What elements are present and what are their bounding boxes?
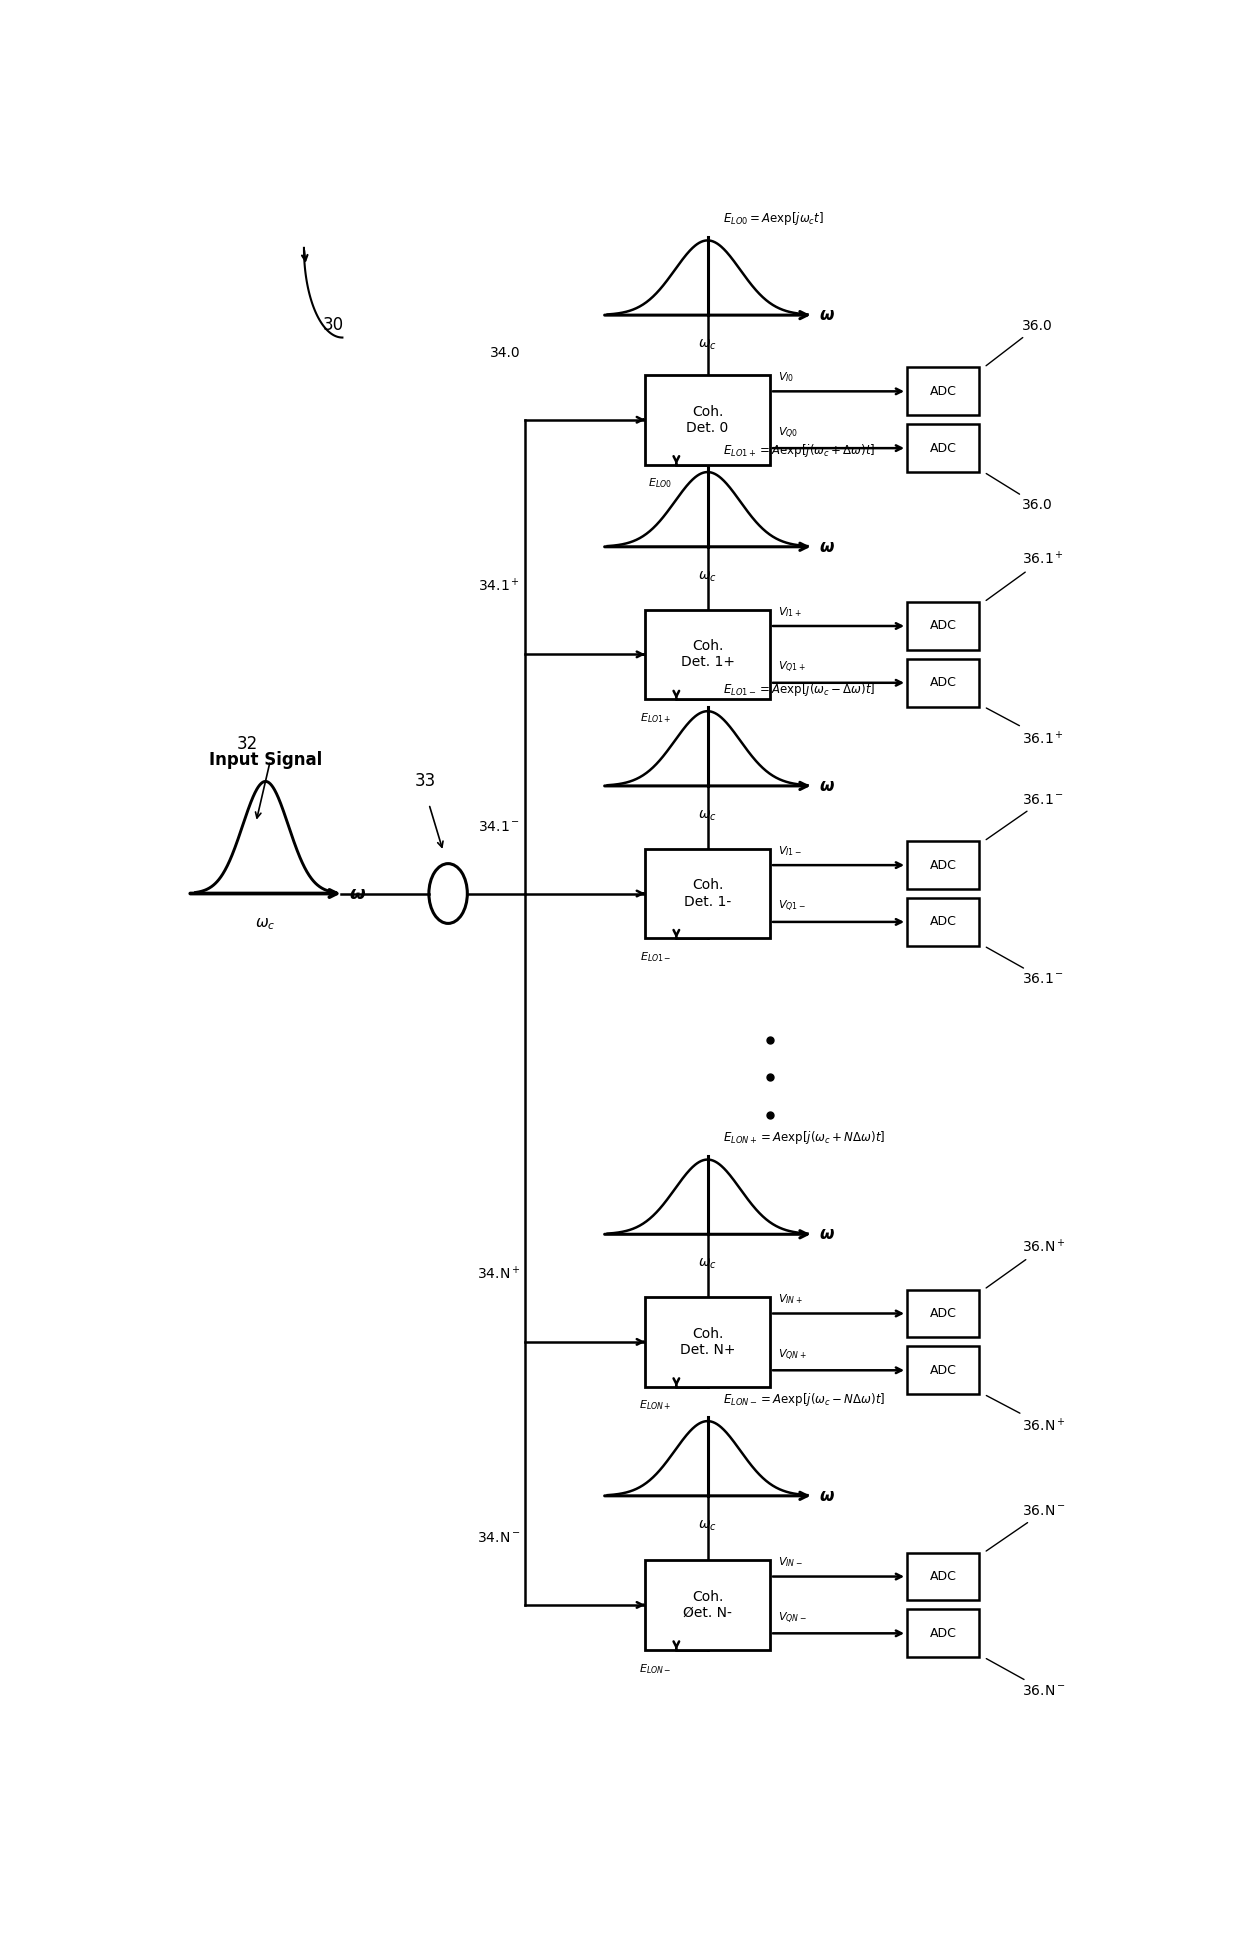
Text: $V_{I0}$: $V_{I0}$ (777, 371, 794, 384)
Text: $\omega_c$: $\omega_c$ (698, 338, 717, 351)
Text: $\omega_c$: $\omega_c$ (698, 1256, 717, 1271)
FancyBboxPatch shape (645, 375, 770, 464)
FancyBboxPatch shape (645, 848, 770, 938)
Text: $\omega_c$: $\omega_c$ (698, 1518, 717, 1533)
FancyBboxPatch shape (645, 1297, 770, 1386)
Text: $\boldsymbol{\omega}$: $\boldsymbol{\omega}$ (820, 1225, 835, 1244)
Text: $V_{Q1-}$: $V_{Q1-}$ (777, 899, 806, 914)
Text: 34.N$^-$: 34.N$^-$ (476, 1531, 521, 1545)
FancyBboxPatch shape (906, 840, 980, 889)
Text: Coh.
Det. 1-: Coh. Det. 1- (684, 879, 732, 908)
Text: $E_{LO1-}=A\exp[j(\omega_c-\Delta\omega)t]$: $E_{LO1-}=A\exp[j(\omega_c-\Delta\omega)… (723, 681, 875, 697)
Text: 36.1$^-$: 36.1$^-$ (986, 947, 1064, 986)
FancyBboxPatch shape (906, 1553, 980, 1601)
Text: 36.1$^+$: 36.1$^+$ (986, 708, 1064, 747)
Text: 30: 30 (324, 316, 345, 334)
Text: 36.1$^-$: 36.1$^-$ (986, 792, 1064, 840)
FancyBboxPatch shape (906, 899, 980, 945)
Text: $E_{LON+}=A\exp[j(\omega_c+N\Delta\omega)t]$: $E_{LON+}=A\exp[j(\omega_c+N\Delta\omega… (723, 1130, 885, 1145)
Text: $E_{LO0}=A\exp[j\omega_c t]$: $E_{LO0}=A\exp[j\omega_c t]$ (723, 210, 823, 227)
Text: 36.0: 36.0 (986, 318, 1053, 365)
Text: $V_{I1-}$: $V_{I1-}$ (777, 844, 802, 858)
Text: 34.0: 34.0 (490, 345, 521, 359)
Text: $V_{IN+}$: $V_{IN+}$ (777, 1293, 802, 1306)
Text: $V_{QN-}$: $V_{QN-}$ (777, 1611, 806, 1627)
Text: 34.N$^+$: 34.N$^+$ (476, 1266, 521, 1283)
Text: $\omega_c$: $\omega_c$ (698, 807, 717, 823)
Text: ADC: ADC (930, 1627, 956, 1640)
Text: ADC: ADC (930, 443, 956, 454)
FancyBboxPatch shape (906, 425, 980, 472)
Text: Coh.
Det. N+: Coh. Det. N+ (680, 1328, 735, 1357)
FancyBboxPatch shape (906, 1609, 980, 1658)
Text: 34.1$^-$: 34.1$^-$ (479, 819, 521, 835)
Text: 33: 33 (414, 773, 435, 790)
Text: $E_{LO1+}=A\exp[j(\omega_c+\Delta\omega)t]$: $E_{LO1+}=A\exp[j(\omega_c+\Delta\omega)… (723, 443, 875, 458)
Text: $V_{QN+}$: $V_{QN+}$ (777, 1347, 806, 1363)
Text: 36.1$^+$: 36.1$^+$ (986, 551, 1064, 600)
Text: $V_{Q1+}$: $V_{Q1+}$ (777, 660, 806, 675)
FancyBboxPatch shape (645, 609, 770, 699)
Text: $\omega_c$: $\omega_c$ (255, 916, 275, 932)
Text: $\boldsymbol{\omega}$: $\boldsymbol{\omega}$ (348, 885, 366, 903)
FancyBboxPatch shape (906, 367, 980, 415)
Text: 34.1$^+$: 34.1$^+$ (479, 576, 521, 594)
Text: ADC: ADC (930, 619, 956, 633)
Text: Coh.
Øet. N-: Coh. Øet. N- (683, 1590, 732, 1621)
Text: $\boldsymbol{\omega}$: $\boldsymbol{\omega}$ (820, 776, 835, 796)
FancyBboxPatch shape (906, 602, 980, 650)
Text: ADC: ADC (930, 858, 956, 872)
Text: $E_{LON-}$: $E_{LON-}$ (639, 1661, 672, 1675)
Text: ADC: ADC (930, 384, 956, 398)
Text: $E_{LO1+}$: $E_{LO1+}$ (640, 710, 672, 726)
Text: $\boldsymbol{\omega}$: $\boldsymbol{\omega}$ (820, 1487, 835, 1504)
Text: 36.0: 36.0 (986, 474, 1053, 512)
Text: $\boldsymbol{\omega}$: $\boldsymbol{\omega}$ (820, 538, 835, 555)
FancyBboxPatch shape (906, 1289, 980, 1337)
Text: ADC: ADC (930, 916, 956, 928)
Text: ADC: ADC (930, 1365, 956, 1376)
Text: $V_{IN-}$: $V_{IN-}$ (777, 1555, 802, 1568)
Text: $E_{LON-}=A\exp[j(\omega_c-N\Delta\omega)t]$: $E_{LON-}=A\exp[j(\omega_c-N\Delta\omega… (723, 1390, 885, 1407)
FancyBboxPatch shape (645, 1561, 770, 1650)
Text: 36.N$^+$: 36.N$^+$ (986, 1238, 1066, 1289)
Text: 36.N$^-$: 36.N$^-$ (986, 1504, 1066, 1551)
Text: Coh.
Det. 1+: Coh. Det. 1+ (681, 639, 734, 670)
Text: $V_{Q0}$: $V_{Q0}$ (777, 425, 797, 441)
Text: $E_{LO0}$: $E_{LO0}$ (647, 477, 672, 491)
Text: ADC: ADC (930, 1570, 956, 1584)
Text: $E_{LON+}$: $E_{LON+}$ (639, 1399, 672, 1413)
Text: ADC: ADC (930, 1306, 956, 1320)
Text: Input Signal: Input Signal (208, 751, 322, 769)
Text: $\boldsymbol{\omega}$: $\boldsymbol{\omega}$ (820, 307, 835, 324)
Text: 36.N$^+$: 36.N$^+$ (986, 1396, 1066, 1434)
Text: $V_{I1+}$: $V_{I1+}$ (777, 606, 802, 619)
Text: 36.N$^-$: 36.N$^-$ (986, 1660, 1066, 1698)
Text: ADC: ADC (930, 675, 956, 689)
FancyBboxPatch shape (906, 658, 980, 707)
Text: Coh.
Det. 0: Coh. Det. 0 (687, 404, 729, 435)
FancyBboxPatch shape (906, 1347, 980, 1394)
Text: 32: 32 (237, 734, 258, 753)
Text: $E_{LO1-}$: $E_{LO1-}$ (640, 951, 672, 965)
Text: $\omega_c$: $\omega_c$ (698, 569, 717, 584)
